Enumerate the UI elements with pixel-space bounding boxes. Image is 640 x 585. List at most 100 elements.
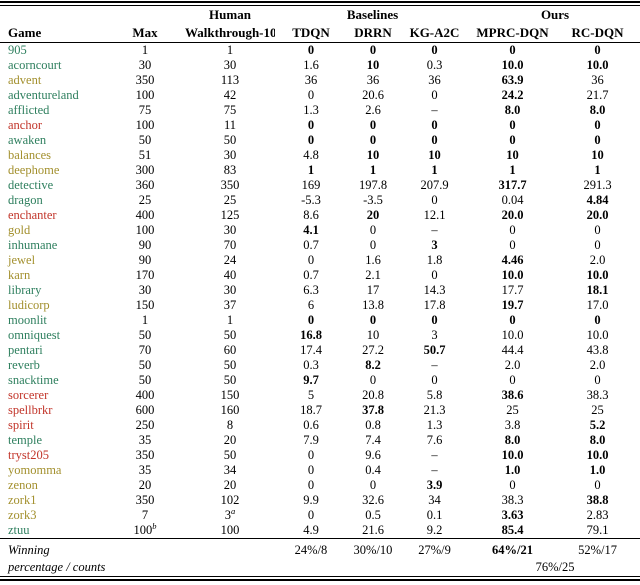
score-cell: 0 <box>431 118 438 132</box>
score-cell: 0 <box>307 133 315 147</box>
score-cell: 16.8 <box>300 328 322 342</box>
score-cell: 38.6 <box>501 388 524 402</box>
score-cell: 0 <box>307 253 315 267</box>
column-header-mprc-dqn: MPRC-DQN <box>470 24 556 43</box>
score-cell: 50 <box>138 328 152 342</box>
score-cell: 150 <box>220 388 240 402</box>
score-cell: 2.0 <box>589 253 606 267</box>
score-cell: 50 <box>223 133 237 147</box>
column-header-game: Game <box>0 6 105 43</box>
winning-kga2c: 27%/9 <box>399 538 471 559</box>
score-cell: 0 <box>307 508 315 522</box>
score-cell: 20.6 <box>362 88 384 102</box>
score-cell: 20.0 <box>586 208 609 222</box>
score-cell: 75 <box>138 103 152 117</box>
score-cell: 19.7 <box>501 298 524 312</box>
table-row: zork1 350 102 9.9 32.6 34 38.3 38.8 <box>0 493 640 508</box>
footnote-marker: b <box>152 523 157 531</box>
score-cell: 30 <box>223 223 237 237</box>
score-cell: 4.1 <box>303 223 319 237</box>
score-cell: 0 <box>431 43 438 57</box>
score-cell: 9.7 <box>303 373 319 387</box>
score-cell: – <box>431 448 438 462</box>
score-cell: 4.9 <box>303 523 319 537</box>
score-cell: 37.8 <box>362 403 384 417</box>
score-cell: 0 <box>307 448 315 462</box>
score-cell: 10 <box>506 148 519 162</box>
score-cell: 102 <box>220 493 240 507</box>
score-cell: 20 <box>223 433 237 447</box>
score-cell: 7 <box>141 508 149 522</box>
score-cell: 83 <box>223 163 237 177</box>
score-cell: 85.4 <box>501 523 524 537</box>
score-cell: 17.0 <box>586 298 609 312</box>
score-cell: 0 <box>369 133 377 147</box>
score-cell: 10 <box>366 328 380 342</box>
score-cell: 8.2 <box>365 358 381 372</box>
game-name: anchor <box>8 118 43 132</box>
score-cell: 0 <box>369 373 377 387</box>
score-cell: 36 <box>366 73 380 87</box>
score-cell: 14.3 <box>423 283 446 297</box>
score-cell: 0 <box>594 238 601 252</box>
score-cell: 21.6 <box>362 523 384 537</box>
game-name: 905 <box>8 43 27 57</box>
score-cell: 100b <box>105 523 185 539</box>
score-cell: 1.6 <box>365 253 381 267</box>
score-cell: 30 <box>223 148 237 162</box>
score-cell: 1 <box>307 163 315 177</box>
score-cell: 17 <box>366 283 380 297</box>
game-name: inhumane <box>8 238 58 252</box>
winning-empty-cell <box>275 559 470 576</box>
table-row: adventureland 100 42 0 20.6 0 24.2 21.7 <box>0 88 640 103</box>
score-cell: 36 <box>428 73 441 87</box>
score-cell: 0 <box>594 223 601 237</box>
game-name: advent <box>8 73 42 87</box>
score-cell: 3 <box>431 238 438 252</box>
score-cell: 1.3 <box>426 418 443 432</box>
score-cell: 30 <box>138 283 152 297</box>
score-cell: 12.1 <box>423 208 446 222</box>
score-cell: 0.3 <box>303 358 319 372</box>
table-row: zork3 7 3a 0 0.5 0.1 3.63 2.83 <box>0 508 640 523</box>
bottom-rule-inner <box>0 576 640 577</box>
score-cell: 2.6 <box>365 103 381 117</box>
score-cell: 350 <box>220 178 240 192</box>
score-cell: 0 <box>594 43 601 57</box>
table-row: afflicted 75 75 1.3 2.6 – 8.0 8.0 <box>0 103 640 118</box>
score-cell: 7.4 <box>365 433 381 447</box>
column-header-drrn: DRRN <box>347 24 399 43</box>
group-header-baselines: Baselines <box>346 7 399 22</box>
game-name: awaken <box>8 133 47 147</box>
winning-mprc-dqn: 64%/21 <box>470 538 556 559</box>
game-name: jewel <box>8 253 36 267</box>
score-cell: 250 <box>135 418 155 432</box>
score-cell: 25 <box>591 403 604 417</box>
score-cell: 13.8 <box>362 298 384 312</box>
game-name: library <box>8 283 42 297</box>
score-cell: 10.0 <box>586 268 609 282</box>
game-name: gold <box>8 223 31 237</box>
score-cell: 0.5 <box>365 508 381 522</box>
score-cell: 317.7 <box>498 178 527 192</box>
table-footer: Winning percentage / counts 24%/8 30%/10… <box>0 538 640 576</box>
table-row: spirit 250 8 0.6 0.8 1.3 3.8 5.2 <box>0 418 640 433</box>
score-cell: 34 <box>428 493 441 507</box>
score-cell: 0 <box>431 313 438 327</box>
score-cell: 0 <box>369 313 377 327</box>
table-row: detective 360 350 169 197.8 207.9 317.7 291.3 <box>0 178 640 193</box>
score-cell: 2.0 <box>589 358 606 372</box>
score-cell: 17.7 <box>501 283 524 297</box>
score-cell: 170 <box>135 268 155 282</box>
score-cell: 24 <box>223 253 237 267</box>
winning-rc-dqn: 52%/17 <box>555 538 640 559</box>
score-cell: 197.8 <box>358 178 388 192</box>
score-cell: 2.83 <box>586 508 609 522</box>
game-name: ludicorp <box>8 298 50 312</box>
game-name: omniquest <box>8 328 61 342</box>
score-cell: 0 <box>307 88 315 102</box>
score-cell: 50 <box>223 373 237 387</box>
score-cell: 0 <box>509 373 516 387</box>
score-cell: 1.0 <box>589 463 606 477</box>
score-cell: 360 <box>135 178 155 192</box>
